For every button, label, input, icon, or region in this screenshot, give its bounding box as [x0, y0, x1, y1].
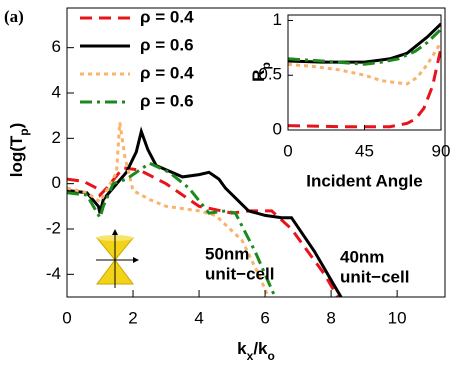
- x-axis-label-part: x: [247, 349, 254, 363]
- y-axis-label: Rp: [249, 62, 273, 82]
- inset-background: [288, 15, 441, 130]
- annotation: unit−cell: [205, 264, 274, 283]
- x-axis-label: kx/ko: [237, 339, 275, 363]
- x-tick-label: 10: [388, 308, 407, 327]
- annotation: unit−cell: [340, 267, 409, 286]
- y-tick-label: 1: [273, 10, 282, 29]
- annotation: 50nm: [205, 244, 249, 263]
- y-axis-label-part: log(T: [7, 135, 26, 177]
- panel-label: (a): [4, 7, 24, 26]
- x-tick-label: 90: [432, 141, 451, 160]
- x-tick-label: 6: [260, 308, 269, 327]
- y-tick-label: -4: [46, 264, 61, 283]
- y-axis-label-part: ): [7, 123, 26, 129]
- x-axis-label: Incident Angle: [306, 171, 423, 190]
- y-axis-label-part: p: [17, 128, 31, 135]
- y-tick-label: 4: [52, 82, 61, 101]
- x-axis-label-part: /k: [253, 339, 268, 358]
- data-line: [288, 41, 441, 86]
- x-axis-label-part: o: [268, 349, 275, 363]
- x-tick-label: 0: [62, 308, 71, 327]
- annotation: 40nm: [340, 247, 384, 266]
- x-tick-label: 2: [128, 308, 137, 327]
- x-axis-label-part: k: [237, 339, 247, 358]
- legend-label: ρ = 0.6: [140, 91, 194, 110]
- y-tick-label: 0: [273, 119, 282, 138]
- legend-label: ρ = 0.4: [140, 63, 194, 82]
- cone-icon: [95, 229, 139, 288]
- x-tick-label: 45: [355, 141, 374, 160]
- y-axis-label-part: p: [259, 62, 273, 69]
- y-axis-label: log(Tp): [7, 123, 31, 178]
- y-tick-label: 6: [52, 37, 61, 56]
- legend-label: ρ = 0.6: [140, 35, 194, 54]
- data-line: [288, 47, 441, 129]
- y-tick-label: -2: [46, 218, 61, 237]
- y-tick-label: 0: [52, 173, 61, 192]
- y-axis-label-part: R: [249, 70, 268, 82]
- legend-label: ρ = 0.4: [140, 7, 194, 26]
- x-tick-label: 4: [194, 308, 203, 327]
- data-line: [67, 166, 339, 297]
- x-tick-label: 0: [283, 141, 292, 160]
- data-line: [67, 161, 277, 297]
- x-tick-label: 8: [326, 308, 335, 327]
- axes-frame: [66, 7, 446, 298]
- y-tick-label: 2: [52, 128, 61, 147]
- data-line: [67, 122, 270, 297]
- y-tick-label: 0.5: [258, 65, 282, 84]
- data-line: [288, 28, 441, 66]
